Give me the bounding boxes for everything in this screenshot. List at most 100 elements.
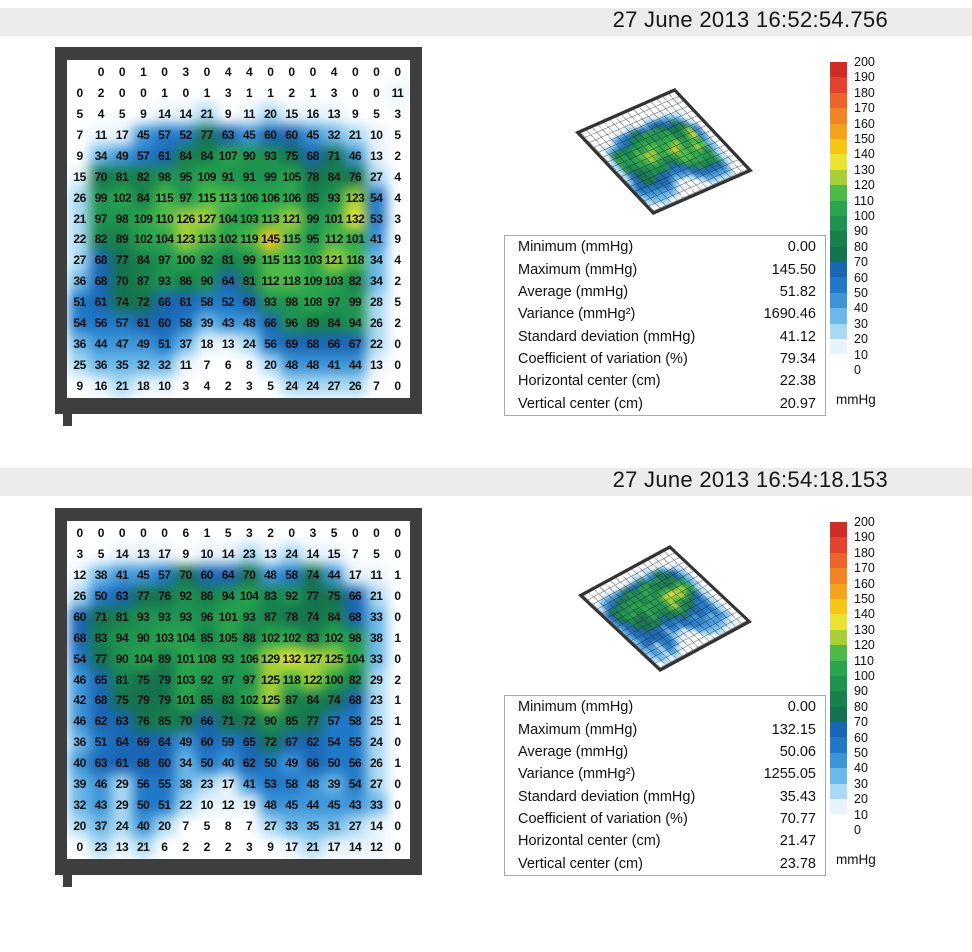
pressure-cell-color bbox=[344, 794, 366, 816]
pressure-cell-color bbox=[365, 208, 387, 229]
pressure-cell-color bbox=[196, 145, 218, 167]
colorbar-tick: 130 bbox=[854, 162, 875, 177]
pressure-cell-color bbox=[196, 752, 218, 774]
pressure-cell-color bbox=[323, 145, 345, 167]
pressure-cell-color bbox=[344, 354, 366, 376]
pressure-cell-value: 11 bbox=[391, 86, 404, 101]
pressure-cell-value: 5 bbox=[373, 107, 380, 122]
pressure-cell-color bbox=[196, 375, 218, 396]
pressure-cell-color bbox=[259, 270, 281, 292]
pressure-cell-value: 44 bbox=[327, 568, 341, 583]
pressure-cell-color bbox=[302, 606, 324, 628]
pressure-cell-value: 56 bbox=[264, 336, 277, 351]
pressure-cell-color bbox=[111, 523, 133, 544]
pressure-cell-value: 99 bbox=[306, 211, 319, 226]
pressure-cell-color bbox=[302, 627, 324, 649]
pressure-cell-color bbox=[386, 124, 408, 146]
pressure-cell-color bbox=[259, 208, 281, 229]
pressure-cell-value: 108 bbox=[303, 295, 322, 310]
pressure-cell-value: 0 bbox=[288, 526, 295, 541]
pressure-cell-value: 35 bbox=[115, 357, 129, 372]
pressure-cell-color bbox=[238, 710, 260, 732]
pressure-cell-value: 95 bbox=[306, 232, 319, 247]
pressure-cell-value: 7 bbox=[203, 357, 211, 372]
colorbar-tick: 70 bbox=[854, 715, 868, 730]
pressure-cell-value: 45 bbox=[327, 797, 341, 812]
pressure-cell-value: 2 bbox=[97, 86, 105, 101]
pressure-cell-color bbox=[217, 103, 239, 125]
stat-value: 21.47 bbox=[779, 833, 816, 850]
pressure-cell-value: 21 bbox=[370, 589, 383, 604]
pressure-cell-value: 81 bbox=[242, 274, 256, 289]
pressure-cell-color bbox=[323, 731, 345, 753]
pressure-cell-color bbox=[386, 794, 408, 816]
colorbar-band bbox=[830, 522, 847, 538]
pressure-cell-value: 100 bbox=[176, 253, 195, 268]
pressure-cell-value: 56 bbox=[348, 756, 362, 771]
pressure-cell-value: 102 bbox=[218, 232, 238, 247]
pressure-cell-value: 0 bbox=[394, 589, 401, 604]
pressure-cell-value: 51 bbox=[73, 295, 86, 310]
pressure-cell-value: 2 bbox=[267, 526, 274, 541]
colorbar-tick: 110 bbox=[854, 193, 874, 208]
pressure-cell-color bbox=[259, 229, 281, 250]
pressure-map-color-layer bbox=[69, 62, 408, 396]
pressure-cell-color bbox=[217, 145, 239, 167]
pressure-cell-color bbox=[386, 690, 408, 711]
colorbar-band bbox=[830, 77, 847, 93]
pressure-cell-value: 43 bbox=[221, 315, 235, 330]
pressure-cell-value: 12 bbox=[221, 797, 235, 812]
pressure-cell-value: 84 bbox=[179, 148, 192, 163]
pressure-cell-value: 29 bbox=[115, 776, 129, 791]
pressure-cell-value: 104 bbox=[239, 589, 259, 604]
pressure-cell-value: 84 bbox=[306, 693, 319, 708]
pressure-cell-color bbox=[386, 249, 408, 271]
pressure-cell-color bbox=[90, 375, 112, 396]
pressure-cell-value: 1 bbox=[394, 714, 401, 729]
pressure-cell-value: 45 bbox=[136, 128, 150, 143]
pressure-cell-color bbox=[69, 815, 91, 837]
pressure-cell-color bbox=[111, 585, 133, 607]
pressure-cell-value: 62 bbox=[242, 756, 256, 771]
pressure-cell-color bbox=[344, 291, 366, 313]
pressure-cell-value: 1 bbox=[394, 630, 401, 645]
pressure-cell-value: 77 bbox=[115, 253, 129, 268]
pressure-cell-color bbox=[196, 187, 218, 209]
pressure-cell-color bbox=[196, 731, 218, 753]
pressure-cell-color bbox=[280, 124, 303, 146]
pressure-cell-value: 69 bbox=[285, 336, 298, 351]
pressure-cell-color bbox=[132, 103, 154, 125]
pressure-cell-color bbox=[259, 690, 281, 711]
stat-label: Standard deviation (mmHg) bbox=[518, 328, 696, 345]
pressure-cell-color bbox=[259, 836, 281, 857]
stat-label: Horizontal center (cm) bbox=[518, 373, 661, 390]
pressure-cell-color bbox=[111, 333, 133, 355]
pressure-cell-value: 25 bbox=[73, 357, 86, 372]
pressure-cell-color bbox=[90, 648, 112, 670]
pressure-cell-value: 17 bbox=[158, 547, 171, 562]
pressure-cell-color bbox=[323, 836, 345, 857]
pressure-cell-color bbox=[69, 166, 91, 188]
pressure-cell-color bbox=[111, 62, 133, 83]
colorbar-tick: 40 bbox=[854, 761, 868, 776]
pressure-map-number-layer: 0 0 0 0 0 6 1 5 3 2 0 3 5 0 0 0 3 5 14 13 17 9 10 14 23 13 24 14 15 7… bbox=[69, 523, 408, 857]
pressure-cell-color bbox=[365, 103, 387, 125]
pressure-cell-value: 9 bbox=[351, 107, 359, 122]
pressure-cell-value: 105 bbox=[282, 169, 301, 184]
pressure-cell-color bbox=[196, 690, 218, 711]
pressure-cell-color bbox=[344, 564, 366, 586]
pressure-cell-color bbox=[280, 731, 303, 753]
pressure-cell-value: 82 bbox=[348, 672, 362, 687]
pressure-cell-value: 129 bbox=[261, 651, 280, 666]
stats-row: Minimum (mmHg) 0.00 bbox=[505, 696, 825, 718]
pressure-cell-value: 48 bbox=[242, 315, 256, 330]
pressure-cell-value: 93 bbox=[158, 274, 171, 289]
pressure-cell-color bbox=[323, 208, 345, 229]
pressure-cell-color bbox=[196, 627, 218, 649]
pressure-cell-color bbox=[90, 627, 112, 649]
pressure-cell-value: 93 bbox=[136, 609, 150, 624]
pressure-cell-value: 94 bbox=[348, 315, 362, 330]
pressure-cell-color bbox=[153, 333, 175, 355]
pressure-cell-color bbox=[365, 249, 387, 271]
pressure-cell-value: 0 bbox=[394, 526, 401, 541]
